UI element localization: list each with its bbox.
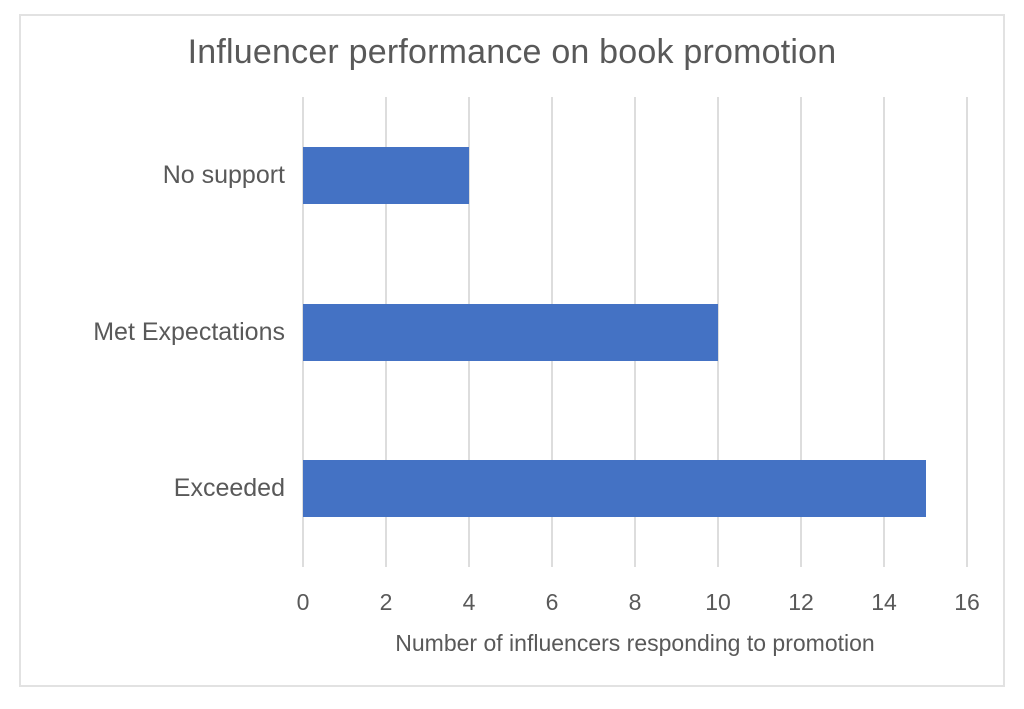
chart-title: Influencer performance on book promotion xyxy=(187,33,837,71)
x-axis-ticks: 0 2 4 6 8 10 12 14 16 xyxy=(297,589,980,619)
x-tick-label: 14 xyxy=(871,589,897,615)
gridline xyxy=(717,97,719,567)
x-tick-label: 10 xyxy=(705,589,731,615)
x-tick-label: 12 xyxy=(788,589,814,615)
plot-area xyxy=(302,97,968,567)
category-label-met-expectations: Met Expectations xyxy=(93,317,285,346)
gridline xyxy=(800,97,802,567)
category-label-no-support: No support xyxy=(162,160,285,189)
gridline xyxy=(883,97,885,567)
bar-met-expectations xyxy=(303,303,718,361)
x-tick-label: 8 xyxy=(628,589,642,615)
category-label-exceeded: Exceeded xyxy=(173,474,285,503)
bar-no-support xyxy=(303,146,469,204)
bar-exceeded xyxy=(303,460,926,518)
category-axis-labels: No support Met Expectations Exceeded xyxy=(19,97,285,567)
x-tick-label: 0 xyxy=(296,589,310,615)
x-tick-label: 2 xyxy=(379,589,393,615)
x-tick-label: 6 xyxy=(545,589,559,615)
x-tick-label: 16 xyxy=(954,589,980,615)
x-tick-label: 4 xyxy=(462,589,476,615)
x-axis-title: Number of influencers responding to prom… xyxy=(395,630,875,656)
gridline xyxy=(966,97,968,567)
